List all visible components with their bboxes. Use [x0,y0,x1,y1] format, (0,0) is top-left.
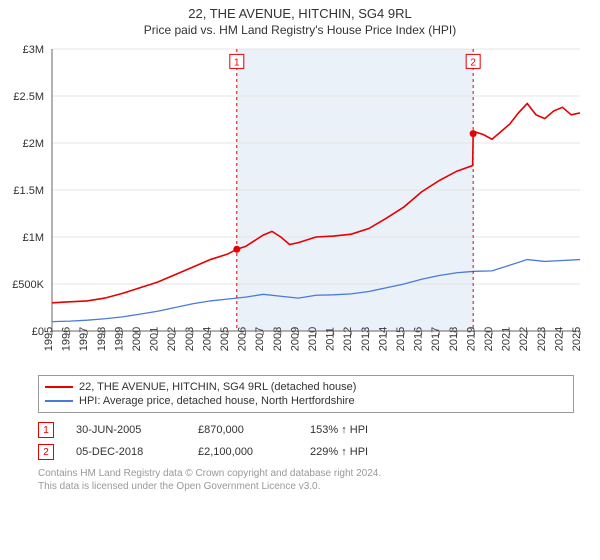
legend-item: HPI: Average price, detached house, Nort… [45,394,567,408]
svg-text:1: 1 [234,57,240,68]
svg-text:1995: 1995 [43,327,55,351]
legend-label: HPI: Average price, detached house, Nort… [79,395,355,407]
sale-price: £870,000 [198,424,288,436]
svg-text:2024: 2024 [553,327,565,351]
svg-text:£2M: £2M [23,138,44,150]
svg-text:1999: 1999 [113,327,125,351]
svg-text:2017: 2017 [430,327,442,351]
chart-container: 22, THE AVENUE, HITCHIN, SG4 9RL Price p… [0,0,600,560]
chart-subtitle: Price paid vs. HM Land Registry's House … [0,21,600,41]
legend-color-swatch [45,400,73,402]
svg-text:2000: 2000 [131,327,143,351]
svg-text:1996: 1996 [61,327,73,351]
svg-text:2022: 2022 [518,327,530,351]
svg-text:£3M: £3M [23,44,44,56]
svg-text:2018: 2018 [448,327,460,351]
svg-text:1997: 1997 [78,327,90,351]
footer-line-1: Contains HM Land Registry data © Crown c… [38,467,574,480]
footer-line-2: This data is licensed under the Open Gov… [38,480,574,493]
svg-text:£1M: £1M [23,232,44,244]
sale-marker-icon: 1 [38,422,54,438]
svg-text:2016: 2016 [413,327,425,351]
price-chart: £0£500K£1M£1.5M£2M£2.5M£3M19951996199719… [0,41,600,371]
svg-text:2019: 2019 [465,327,477,351]
svg-text:2015: 2015 [395,327,407,351]
sale-date: 05-DEC-2018 [76,446,176,458]
legend-label: 22, THE AVENUE, HITCHIN, SG4 9RL (detach… [79,381,356,393]
svg-text:2025: 2025 [571,327,583,351]
svg-text:£500K: £500K [12,279,44,291]
svg-text:2006: 2006 [237,327,249,351]
svg-text:2: 2 [470,57,476,68]
sales-table: 1 30-JUN-2005 £870,000 153% ↑ HPI 2 05-DEC-20… [38,419,574,463]
footer-attribution: Contains HM Land Registry data © Crown c… [38,467,574,493]
svg-text:2020: 2020 [483,327,495,351]
svg-text:2014: 2014 [377,327,389,351]
sale-row: 2 05-DEC-2018 £2,100,000 229% ↑ HPI [38,441,574,463]
svg-text:£2.5M: £2.5M [13,91,44,103]
sale-pct: 229% ↑ HPI [310,446,420,458]
sale-date: 30-JUN-2005 [76,424,176,436]
sale-pct: 153% ↑ HPI [310,424,420,436]
legend-item: 22, THE AVENUE, HITCHIN, SG4 9RL (detach… [45,380,567,394]
svg-text:2007: 2007 [254,327,266,351]
sale-marker-icon: 2 [38,444,54,460]
sale-price: £2,100,000 [198,446,288,458]
sale-row: 1 30-JUN-2005 £870,000 153% ↑ HPI [38,419,574,441]
svg-text:2005: 2005 [219,327,231,351]
svg-text:2001: 2001 [149,327,161,351]
legend-color-swatch [45,386,73,388]
svg-text:2002: 2002 [166,327,178,351]
svg-text:2004: 2004 [201,327,213,351]
svg-text:2003: 2003 [184,327,196,351]
svg-text:2021: 2021 [501,327,513,351]
legend: 22, THE AVENUE, HITCHIN, SG4 9RL (detach… [38,375,574,413]
svg-text:£1.5M: £1.5M [13,185,44,197]
svg-text:2010: 2010 [307,327,319,351]
svg-text:2012: 2012 [342,327,354,351]
chart-title: 22, THE AVENUE, HITCHIN, SG4 9RL [0,0,600,21]
svg-text:2013: 2013 [360,327,372,351]
svg-text:2023: 2023 [536,327,548,351]
svg-text:1998: 1998 [96,327,108,351]
svg-text:2009: 2009 [289,327,301,351]
svg-text:2008: 2008 [272,327,284,351]
